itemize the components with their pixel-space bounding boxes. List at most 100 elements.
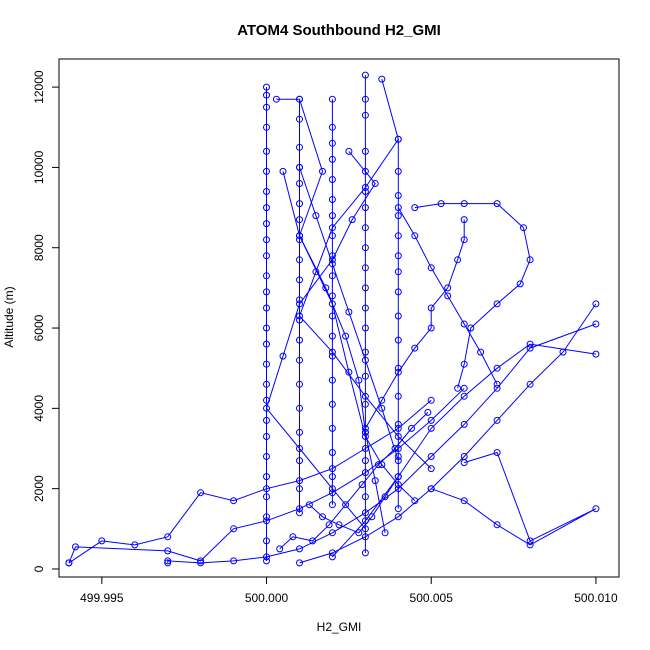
data-point [427,424,435,432]
data-point [263,553,270,561]
data-point [444,292,452,300]
data-point [427,264,435,272]
series-line [397,207,498,385]
data-point [296,300,303,308]
series-line [298,78,432,469]
data-point [263,340,270,348]
data-point [263,83,270,91]
series-line [265,151,376,530]
x-tick-label: 500.005 [410,591,454,605]
data-point [394,204,402,212]
data-point [378,75,386,83]
data-point [361,324,369,332]
data-point [328,348,336,356]
data-point [493,364,501,372]
data-point [592,300,600,308]
data-point [460,497,468,505]
data-point [164,533,172,541]
data-point [493,384,501,392]
data-point [131,541,139,549]
data-point [164,557,172,565]
data-point [361,95,369,103]
data-point [296,477,303,485]
data-point [516,280,524,288]
data-point [263,404,270,412]
data-point [296,216,303,224]
y-axis: 0 2000 4000 6000 8000 10000 12000 [32,70,60,572]
data-point [493,416,501,424]
data-point [361,244,369,252]
data-point [394,167,402,175]
data-point [263,517,270,525]
data-point [460,459,468,467]
data-point [263,123,270,131]
data-point [493,449,501,456]
data-point [411,204,419,212]
data-point [427,416,435,424]
x-tick-label: 499.995 [80,591,124,605]
data-point [361,372,369,380]
data-point [263,473,270,481]
series-line [431,451,597,546]
data-point [394,268,402,276]
y-tick-label: 2000 [32,475,46,502]
data-point [493,380,501,388]
data-point [296,336,303,344]
data-point [328,224,336,232]
data-point [394,420,402,428]
data-point [493,200,501,208]
y-tick-label: 12000 [32,70,46,104]
data-point [460,392,468,400]
data-point [361,111,369,119]
data-point [296,428,303,436]
data-point [408,424,415,432]
series-19 [394,204,501,388]
data-point [361,509,369,517]
data-point [361,469,369,477]
data-point [328,465,336,473]
data-point [526,340,534,348]
data-point [328,176,336,183]
data-point [394,457,402,465]
data-point [361,356,369,364]
data-point [361,428,369,436]
data-point [361,533,369,541]
series-10 [328,340,600,561]
data-point [411,497,419,505]
data-point [325,521,333,529]
data-point [197,557,205,565]
data-point [460,236,468,244]
data-point [328,424,336,432]
data-point [394,232,402,240]
series-8 [164,320,600,567]
data-point [272,95,280,103]
data-point [296,256,303,264]
data-point [345,308,353,316]
data-point [394,252,402,260]
data-point [328,212,336,220]
data-point [375,461,382,469]
data-point [592,350,600,358]
series-9 [296,300,600,567]
data-point [427,396,435,404]
series-5 [394,135,402,513]
series-line [279,412,429,550]
data-point [477,348,485,356]
data-point [361,264,369,272]
data-point [361,184,369,191]
data-point [328,123,336,131]
data-point [467,324,475,332]
data-point [328,300,336,308]
data-point [444,284,452,292]
data-point [65,559,73,567]
data-point [381,529,389,537]
data-point [526,256,534,264]
data-point [328,139,336,147]
x-axis-label: H2_GMI [317,620,362,634]
data-point [394,392,402,400]
data-point [460,216,468,224]
data-point [361,493,369,501]
chart-title: ATOM4 Southbound H2_GMI [237,22,441,39]
data-point [493,521,501,529]
data-point [164,559,172,567]
